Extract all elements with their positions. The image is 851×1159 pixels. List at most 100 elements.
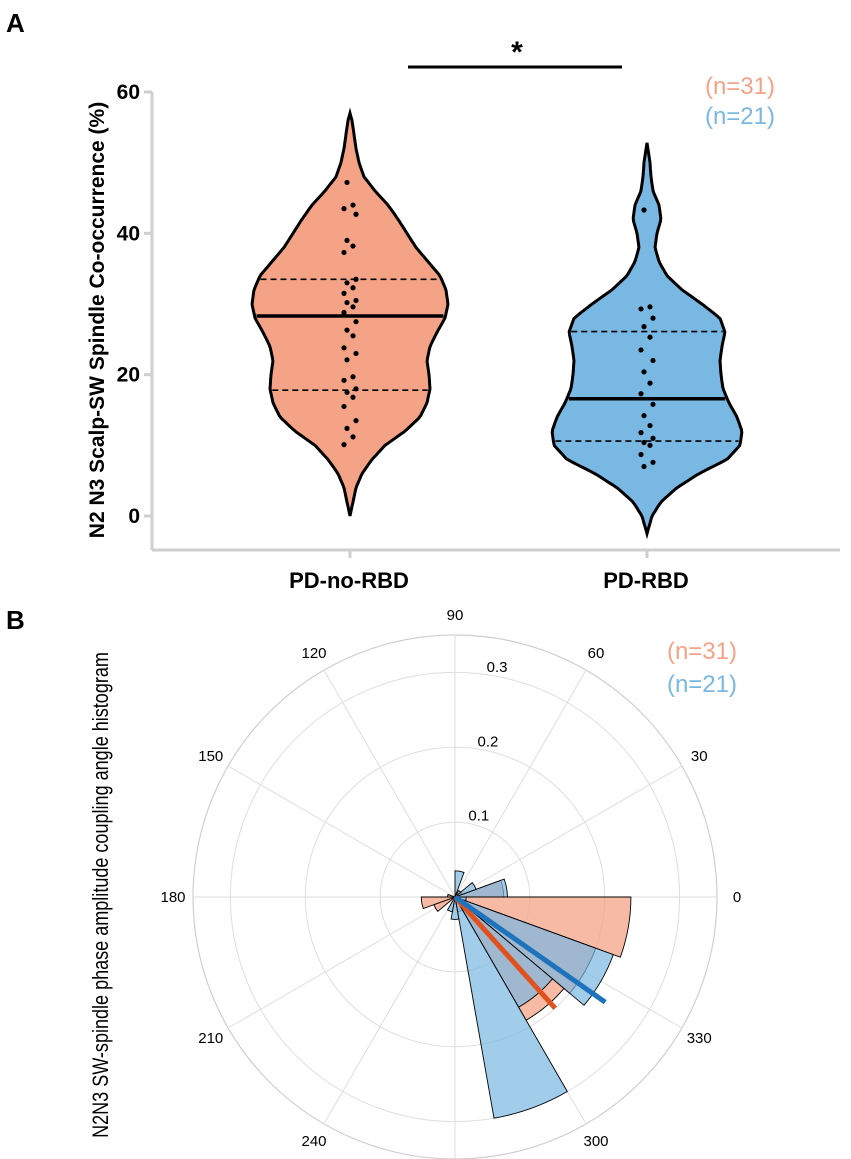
angle-tick-label: 150 [198,748,223,765]
grid-spoke [227,765,456,898]
data-point [647,334,653,340]
polar-bars [420,870,632,1119]
data-point [647,442,653,448]
bar-pd-rbd [454,896,568,1119]
angle-tick-label: 30 [691,748,708,765]
data-point [350,304,356,310]
data-point [341,206,347,212]
data-point [641,413,647,419]
data-point [641,207,647,213]
data-point [647,380,653,386]
data-point [650,435,656,441]
y-tick-label: 20 [117,364,140,387]
angle-tick-label: 180 [160,889,185,906]
data-point [341,249,347,256]
radial-tick-label: 0.2 [478,733,499,750]
data-point [650,315,656,321]
data-point [641,369,647,375]
data-point [353,350,359,357]
x-tick-label: PD-no-RBD [289,568,409,593]
data-point [641,439,647,446]
y-axis-label: N2 N3 Scalp-SW Spindle Co-occurrence (%) [86,102,109,538]
data-point [344,179,350,186]
radial-tick-label: 0.3 [487,659,508,676]
x-tick-label: PD-RBD [603,568,689,593]
angle-tick-label: 300 [583,1133,608,1150]
data-point [350,434,356,440]
data-point [641,324,647,330]
bar-pd-no-rbd [447,893,456,898]
data-point [638,430,644,436]
mean-vectors [453,894,607,1010]
chart-b: 03060901201501802102402703003300.10.20.3… [89,607,741,1159]
radial-tick-label: 0.1 [468,808,489,825]
data-point [647,422,653,429]
data-point [350,285,356,291]
data-point [353,418,359,424]
y-tick-label: 60 [117,81,140,104]
data-point [344,425,350,431]
grid-spoke [323,896,456,1125]
grid-spoke [454,765,683,898]
data-point [350,202,356,208]
polar-legend-no-rbd: (n=31) [667,638,737,665]
data-point [350,374,356,380]
data-point [650,357,656,364]
data-point [650,401,656,407]
grid-spoke [454,669,587,898]
data-point [650,459,656,465]
data-point [638,451,644,458]
y-ticks: 0 20 40 60 [117,81,152,528]
bar-pd-rbd [454,881,477,898]
data-point [341,309,347,316]
violin-pd-rbd [550,142,744,540]
data-point [344,280,350,286]
data-point [647,304,653,310]
data-point [341,345,347,351]
data-point [638,347,644,353]
angle-tick-label: 60 [588,645,605,662]
data-point [641,463,647,470]
grid-spoke [227,896,456,1029]
data-point [344,389,350,395]
chart-a: 0 20 40 60 PD-no-RBD PD-RBD N2 N3 Scalp-SW … [86,36,840,593]
data-point [344,357,350,363]
data-point [350,243,356,249]
data-point [353,386,359,392]
data-point [341,442,347,448]
angle-tick-label: 0 [733,889,741,906]
bar-pd-no-rbd [420,896,456,910]
angle-tick-label: 120 [301,645,326,662]
y-tick-label: 40 [117,222,140,245]
angle-tick-label: 240 [301,1133,326,1150]
legend-rbd: (n=21) [705,103,775,130]
angle-tick-label: 210 [198,1030,223,1047]
data-point [353,211,359,217]
mean-vector-pd-rbd [453,894,607,1005]
bar-pd-rbd [446,896,456,913]
bar-pd-no-rbd [454,896,632,958]
grid-spoke [323,669,456,898]
data-point [350,333,356,339]
significance-star: * [511,36,523,69]
legend-no-rbd: (n=31) [705,73,775,100]
data-point [350,394,356,400]
panel-a-label: A [6,8,25,38]
data-point [341,403,347,410]
data-point [341,377,347,383]
data-point [638,306,644,312]
angle-tick-label: 90 [447,607,464,624]
data-point [344,299,350,306]
data-point [341,290,347,296]
data-point [638,391,644,397]
y-tick-label: 0 [128,505,140,528]
polar-grid: 03060901201501802102402703003300.10.20.3 [160,607,741,1159]
data-point [344,237,350,243]
panel-b-label: B [6,605,25,635]
angle-tick-label: 330 [687,1030,712,1047]
data-point [353,297,359,304]
violins [250,107,744,540]
bar-pd-rbd [450,896,460,920]
data-point [353,319,359,325]
polar-y-axis-label: N2N3 SW-spindle phase amplitude coupling… [89,652,113,1138]
